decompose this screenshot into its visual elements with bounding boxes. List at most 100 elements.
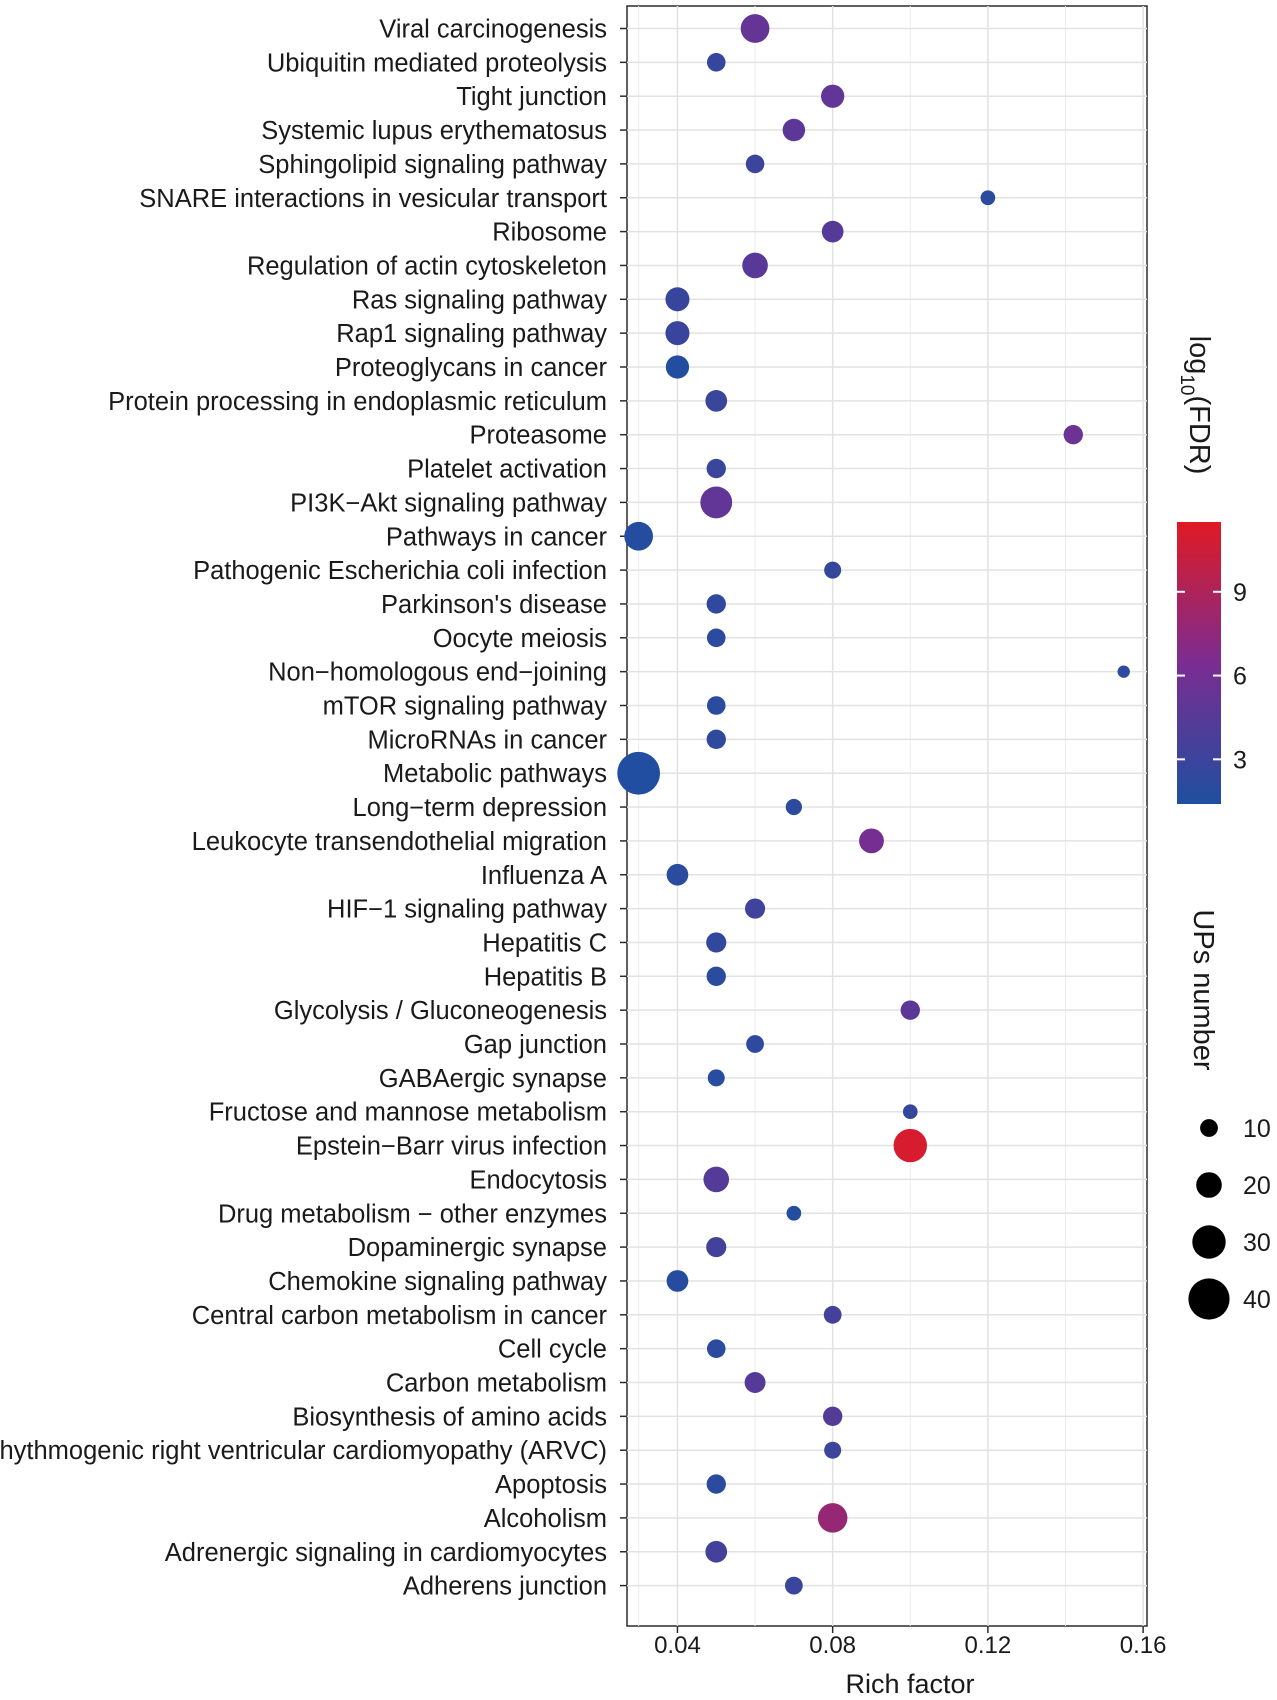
data-point [705,1540,728,1563]
term-label: Influenza A [481,862,607,890]
data-point [706,53,726,72]
term-label: Fructose and mannose metabolism [209,1099,607,1127]
data-point [706,594,726,614]
term-label: Adherens junction [403,1573,607,1601]
data-point [784,1576,803,1595]
data-point [742,252,768,279]
size-legend: UPs number 10 20 30 40 [1187,909,1271,1320]
data-point [1063,425,1083,445]
size-legend-label: 40 [1243,1286,1271,1314]
x-tick-label: 0.16 [1120,1632,1167,1659]
data-point [707,1069,725,1087]
term-label: GABAergic synapse [379,1065,607,1093]
color-legend-title: log10(FDR) [1176,336,1215,475]
data-point [706,1237,727,1258]
term-label: Cell cycle [498,1336,607,1364]
term-label: Tight junction [456,83,607,111]
term-label: Gap junction [464,1031,607,1059]
x-tick-label: 0.04 [654,1632,701,1659]
term-label: Epstein−Barr virus infection [296,1133,607,1161]
data-point [786,1205,802,1221]
color-legend: log10(FDR) 3 6 9 [1176,336,1247,804]
term-label: Dopaminergic synapse [348,1234,607,1262]
term-label: Proteoglycans in cancer [335,354,608,382]
size-legend-dot [1192,1225,1226,1259]
data-point [700,486,733,519]
size-legend-dot [1188,1278,1230,1320]
data-point [706,628,726,648]
color-legend-tick-label: 6 [1233,663,1247,691]
size-legend-dot [1196,1172,1222,1198]
term-label: Viral carcinogenesis [379,16,607,44]
data-point [665,355,690,379]
data-point [706,966,726,986]
term-label: Parkinson's disease [381,591,607,619]
grid-lines [627,6,1147,1626]
data-point [824,561,842,579]
data-point [703,1166,730,1193]
data-point [706,1339,726,1358]
term-label: MicroRNAs in cancer [368,726,608,754]
term-label: SNARE interactions in vesicular transpor… [139,185,607,213]
data-point [821,220,844,243]
term-label: HIF−1 signaling pathway [327,896,607,924]
term-label: Platelet activation [407,456,607,484]
data-point [744,898,766,919]
size-legend-label: 10 [1243,1115,1271,1143]
data-points [617,14,1130,1595]
data-point [822,1406,843,1427]
term-label: Central carbon metabolism in cancer [192,1302,608,1330]
term-label: Ubiquitin mediated proteolysis [267,49,607,77]
term-label: Endocytosis [470,1166,608,1194]
term-label: Hepatitis B [484,963,607,991]
data-point [706,696,726,715]
term-label: Hepatitis C [482,929,607,957]
term-labels: Viral carcinogenesis Ubiquitin mediated p… [0,16,627,1601]
x-tick-label: 0.12 [965,1632,1012,1659]
term-label: Alcoholism [484,1505,607,1533]
term-label: Pathogenic Escherichia coli infection [193,557,607,585]
data-point [785,798,802,816]
term-label: Metabolic pathways [383,760,607,788]
term-label: Biosynthesis of amino acids [292,1403,607,1431]
x-tick-label: 0.08 [809,1632,856,1659]
data-point [617,751,661,795]
data-point [823,1305,842,1324]
term-label: Apoptosis [495,1471,607,1499]
color-legend-title-rest: (FDR) [1183,395,1215,474]
term-label: Oocyte meiosis [433,625,607,653]
term-label: Pathways in cancer [386,523,608,551]
color-legend-ticks: 3 6 9 [1177,579,1247,774]
data-point [706,932,727,953]
data-point [821,84,845,108]
term-label: Rap1 signaling pathway [336,320,607,348]
color-legend-title-sub: 10 [1176,374,1197,395]
data-point [745,154,765,174]
data-point [705,390,728,412]
term-label: Drug metabolism − other enzymes [218,1200,607,1228]
term-label: Carbon metabolism [386,1370,607,1398]
term-label: Glycolysis / Gluconeogenesis [274,997,607,1025]
data-point [782,118,806,142]
color-legend-tick-label: 3 [1233,746,1247,774]
term-label: PI3K−Akt signaling pathway [290,489,607,517]
data-point [900,1000,920,1020]
term-label: Regulation of actin cytoskeleton [247,252,607,280]
x-axis-title: Rich factor [845,1669,974,1699]
data-point [746,1035,764,1053]
term-label: Ribosome [492,219,607,247]
term-label: mTOR signaling pathway [323,693,608,721]
data-point [666,1270,689,1292]
term-label: Non−homologous end−joining [268,659,607,687]
color-legend-title-base: log [1183,336,1215,375]
size-legend-label: 20 [1243,1172,1271,1200]
term-label: Long−term depression [353,794,607,822]
data-point [665,287,690,312]
data-point [859,828,884,854]
data-point [817,1503,848,1533]
data-point [980,190,996,206]
data-point [706,729,726,750]
data-point [666,863,689,886]
data-point [706,458,726,479]
